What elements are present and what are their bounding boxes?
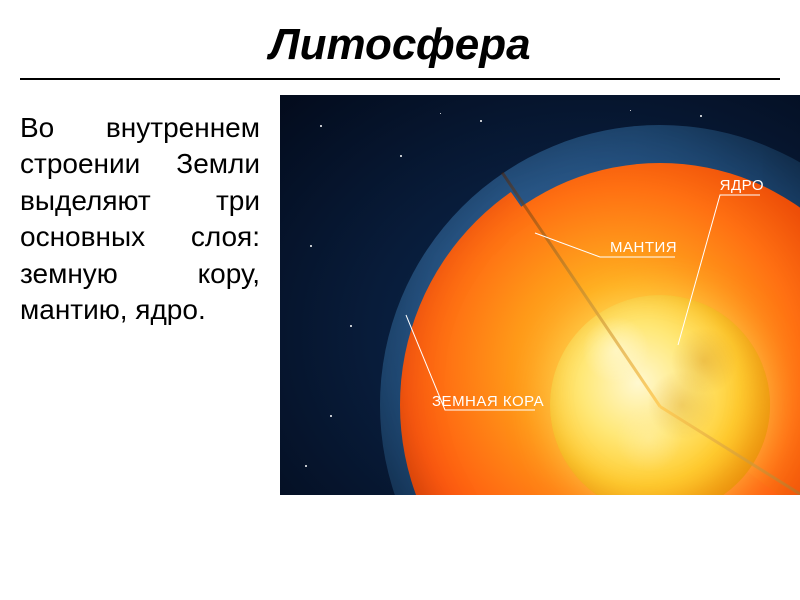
label-mantle: МАНТИЯ	[610, 239, 677, 256]
label-crust: ЗЕМНАЯ КОРА	[432, 393, 544, 410]
earth-diagram: ЯДРО МАНТИЯ ЗЕМНАЯ КОРА	[280, 95, 800, 495]
page-title: Литосфера	[20, 0, 780, 80]
label-core: ЯДРО	[720, 177, 764, 194]
description-text: Во внутреннем строении Земли выделяют тр…	[20, 110, 260, 328]
